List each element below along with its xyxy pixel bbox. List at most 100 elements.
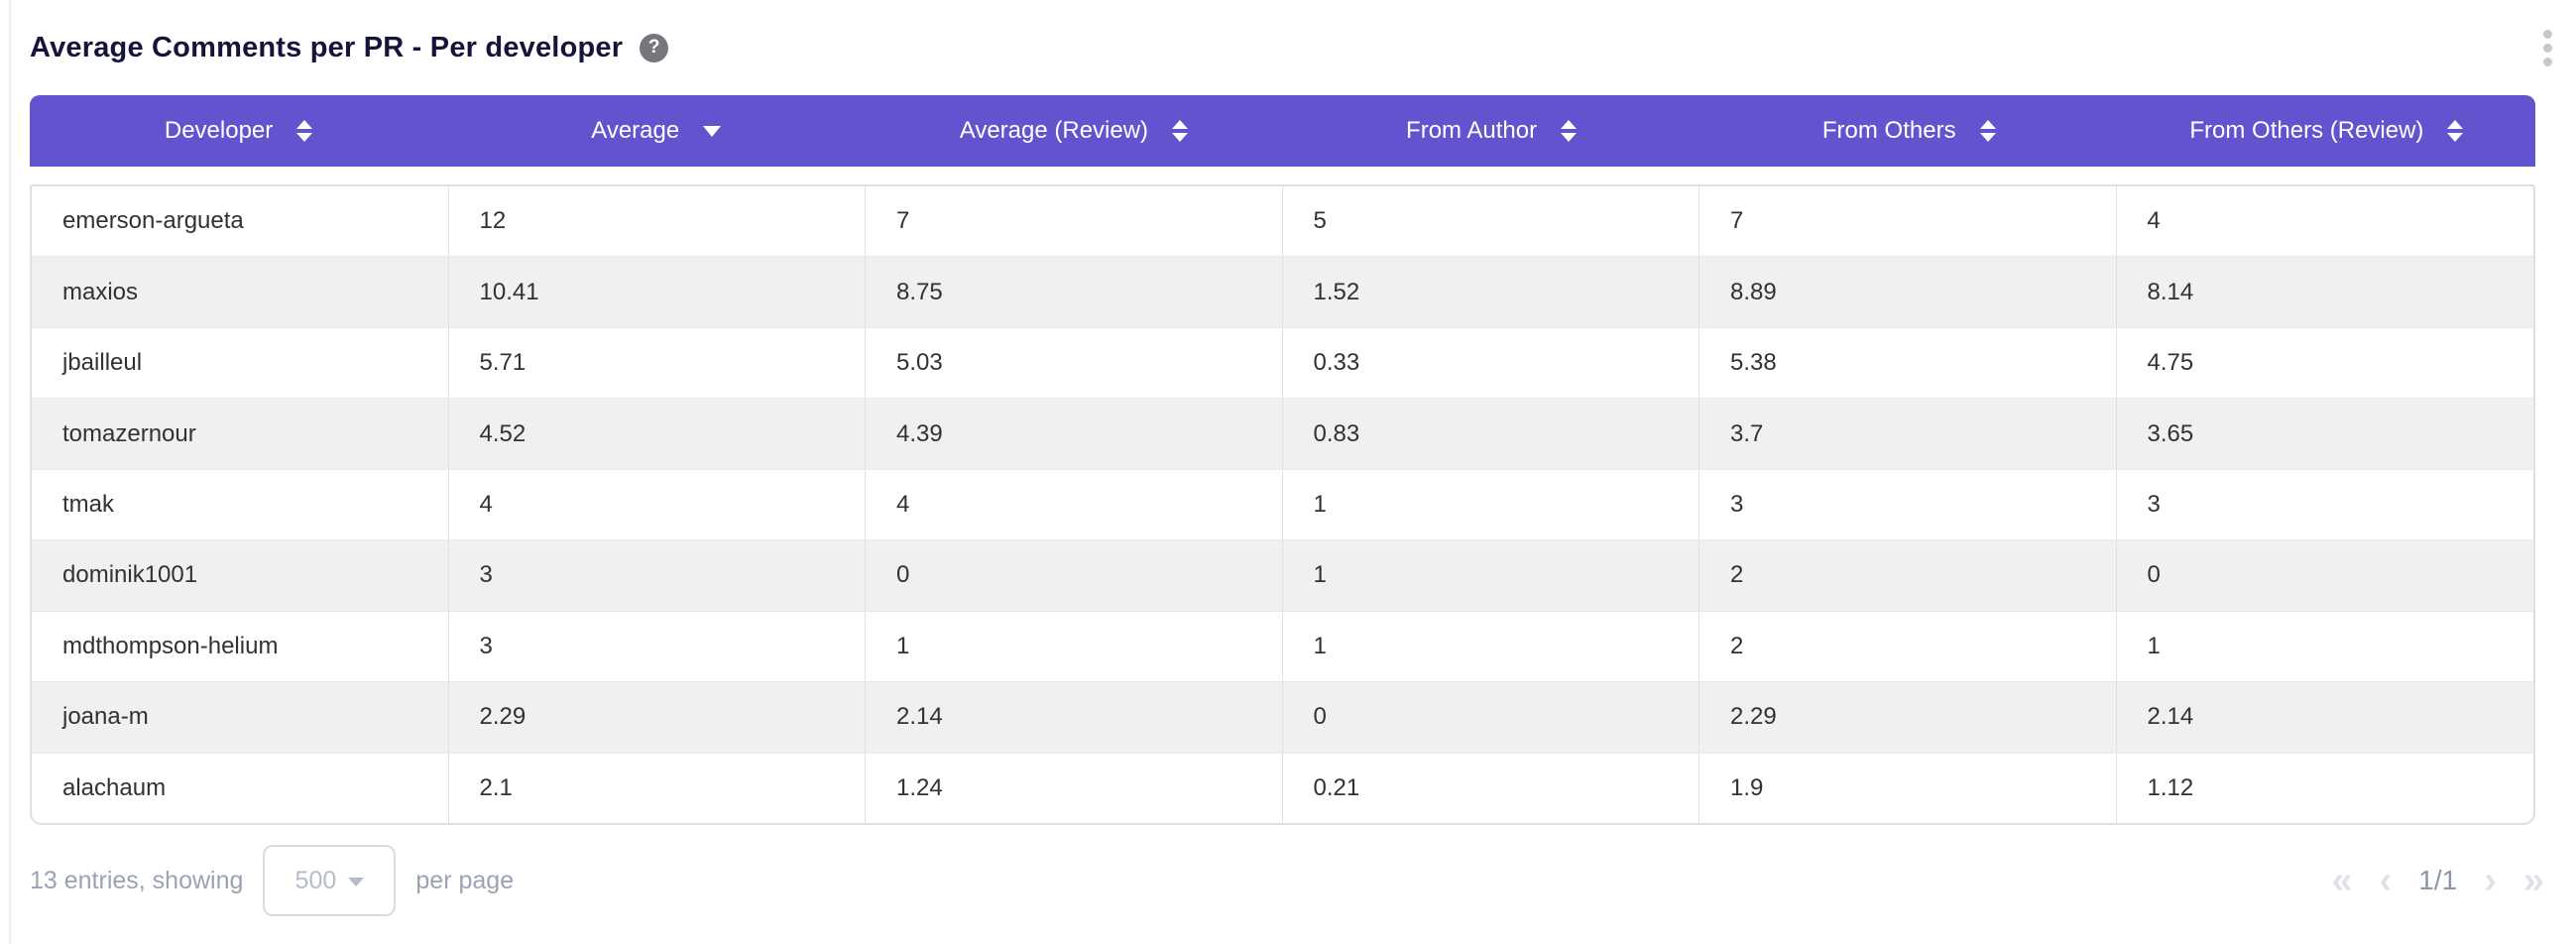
value-cell: 5.38 — [1699, 327, 2117, 399]
table-row: alachaum 2.1 1.24 0.21 1.9 1.12 — [32, 752, 2533, 823]
value-cell: 2 — [1699, 611, 2117, 682]
value-cell: 1 — [866, 611, 1283, 682]
page-size-value: 500 — [294, 866, 337, 894]
last-page-button[interactable]: » — [2522, 860, 2544, 901]
value-cell: 8.14 — [2147, 278, 2194, 305]
developer-name-cell: tmak — [32, 469, 449, 540]
table-body: emerson-argueta 12 7 5 7 4 maxios 10.41 8.75 1.52… — [30, 184, 2535, 825]
value-cell: 8.75 — [866, 257, 1283, 327]
value-cell: 1.12 — [2147, 773, 2194, 801]
developer-name-cell: joana-m — [32, 682, 449, 753]
column-header-label: Average — [591, 117, 680, 144]
value-cell: 4 — [866, 469, 1283, 540]
value-cell: 3 — [449, 611, 866, 682]
value-cell: 1 — [1283, 469, 1699, 540]
value-cell: 10.41 — [449, 257, 866, 327]
value-cell: 0 — [866, 540, 1283, 611]
column-header-label: From Others — [1821, 117, 1956, 144]
widget-header: Average Comments per PR - Per developer … — [30, 0, 2556, 95]
column-header-label: From Author — [1406, 117, 1538, 144]
first-page-button[interactable]: « — [2331, 860, 2353, 901]
column-header-developer[interactable]: Developer — [30, 95, 447, 167]
value-cell: 4.75 — [2147, 349, 2194, 377]
table-row: jbailleul 5.71 5.03 0.33 5.38 4.75 — [32, 326, 2533, 399]
column-header-average-review[interactable]: Average (Review) — [865, 95, 1282, 167]
pagination: « ‹ 1/1 › » — [2331, 862, 2544, 899]
kebab-dot — [2543, 43, 2552, 53]
kebab-menu-icon[interactable] — [2539, 26, 2556, 70]
value-cell: 4 — [449, 469, 866, 540]
developer-name-cell: jbailleul — [32, 327, 449, 399]
value-cell: 1 — [1283, 540, 1699, 611]
developer-name-cell: emerson-argueta — [32, 186, 449, 257]
developer-name-cell: tomazernour — [32, 399, 449, 469]
column-header-from-others-review[interactable]: From Others (Review) — [2118, 95, 2535, 167]
sort-both-icon[interactable] — [2447, 120, 2464, 142]
value-cell: 7 — [866, 186, 1283, 257]
sort-both-icon[interactable] — [1979, 120, 1996, 142]
column-header-from-author[interactable]: From Author — [1282, 95, 1699, 167]
kebab-dot — [2543, 29, 2552, 39]
column-header-average[interactable]: Average — [447, 95, 865, 167]
help-icon[interactable]: ? — [640, 33, 669, 62]
value-cell: 3 — [1699, 469, 2117, 540]
sort-both-icon[interactable] — [1172, 120, 1189, 142]
sort-both-icon[interactable] — [1561, 120, 1578, 142]
value-cell: 12 — [449, 186, 866, 257]
value-cell: 1 — [2147, 632, 2161, 659]
table-row: emerson-argueta 12 7 5 7 4 — [32, 186, 2533, 257]
per-page-text: per page — [415, 866, 515, 894]
caret-down-icon — [348, 878, 365, 886]
value-cell: 2.29 — [449, 682, 866, 753]
entries-count-text: 13 entries, showing — [30, 866, 244, 894]
value-cell: 2.29 — [1699, 682, 2117, 753]
sort-desc-icon[interactable] — [703, 125, 722, 137]
value-cell: 8.89 — [1699, 257, 2117, 327]
value-cell: 1.52 — [1283, 257, 1699, 327]
column-header-label: From Others (Review) — [2189, 117, 2424, 144]
prev-page-button[interactable]: ‹ — [2379, 860, 2393, 901]
value-cell: 5 — [1283, 186, 1699, 257]
value-cell: 2.14 — [866, 682, 1283, 753]
table-header-row: Developer Average Average (Review) From Aut… — [30, 95, 2535, 167]
value-cell: 0.83 — [1283, 399, 1699, 469]
page-size-select[interactable]: 500 — [263, 845, 397, 916]
value-cell: 7 — [1699, 186, 2117, 257]
table-row: maxios 10.41 8.75 1.52 8.89 8.14 — [32, 256, 2533, 327]
value-cell: 5.03 — [866, 327, 1283, 399]
value-cell: 2.1 — [449, 753, 866, 823]
sort-both-icon[interactable] — [296, 120, 313, 142]
value-cell: 0 — [1283, 682, 1699, 753]
value-cell: 4 — [2147, 207, 2161, 235]
table-footer: 13 entries, showing 500 per page « ‹ 1/1… — [30, 843, 2544, 918]
value-cell: 0.33 — [1283, 327, 1699, 399]
column-header-label: Average (Review) — [959, 117, 1149, 144]
value-cell: 2 — [1699, 540, 2117, 611]
table-row: dominik1001 3 0 1 2 0 — [32, 539, 2533, 611]
developer-name-cell: dominik1001 — [32, 540, 449, 611]
column-header-from-others[interactable]: From Others — [1700, 95, 2118, 167]
value-cell: 3 — [449, 540, 866, 611]
value-cell: 3.65 — [2147, 419, 2194, 447]
table-row: tmak 4 4 1 3 3 — [32, 468, 2533, 540]
developer-name-cell: alachaum — [32, 753, 449, 823]
value-cell: 5.71 — [449, 327, 866, 399]
value-cell: 3.7 — [1699, 399, 2117, 469]
value-cell: 2.14 — [2147, 703, 2194, 731]
value-cell: 0.21 — [1283, 753, 1699, 823]
value-cell: 4.39 — [866, 399, 1283, 469]
column-header-label: Developer — [164, 117, 274, 144]
widget-title: Average Comments per PR - Per developer — [30, 31, 624, 63]
value-cell: 1.9 — [1699, 753, 2117, 823]
value-cell: 1.24 — [866, 753, 1283, 823]
developer-name-cell: maxios — [32, 257, 449, 327]
value-cell: 4.52 — [449, 399, 866, 469]
kebab-dot — [2543, 57, 2552, 66]
developer-name-cell: mdthompson-helium — [32, 611, 449, 682]
value-cell: 3 — [2147, 490, 2161, 518]
table-row: mdthompson-helium 3 1 1 2 1 — [32, 610, 2533, 682]
next-page-button[interactable]: › — [2484, 860, 2497, 901]
table-row: joana-m 2.29 2.14 0 2.29 2.14 — [32, 681, 2533, 753]
table-row: tomazernour 4.52 4.39 0.83 3.7 3.65 — [32, 398, 2533, 469]
value-cell: 1 — [1283, 611, 1699, 682]
